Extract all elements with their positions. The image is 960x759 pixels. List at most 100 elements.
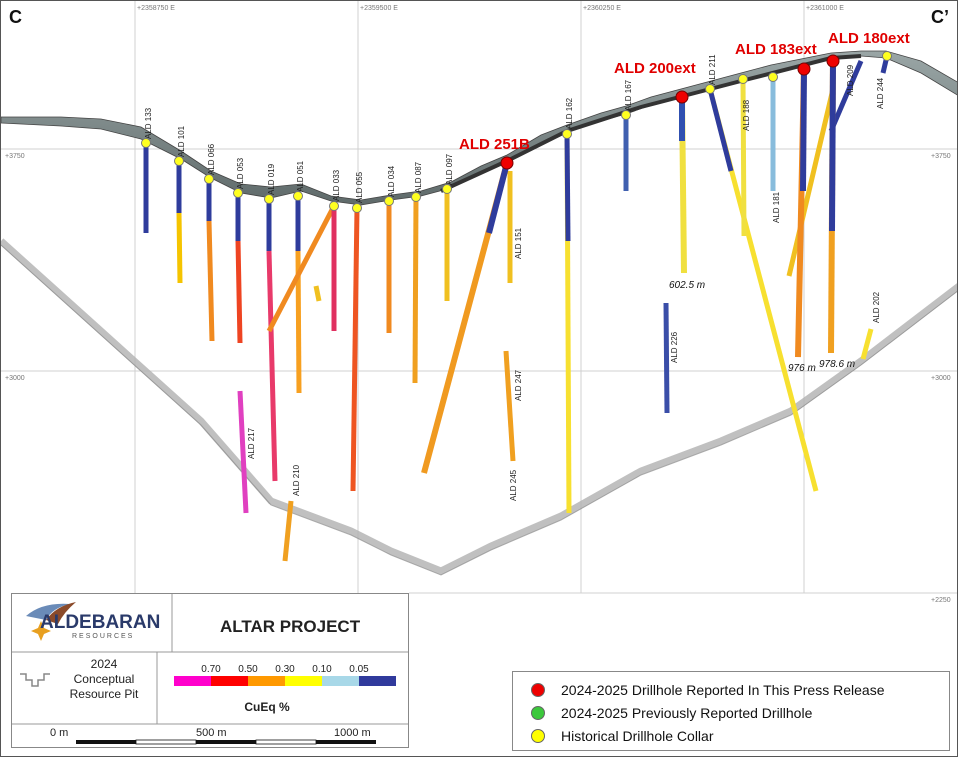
new-hole-label: ALD 200ext (614, 60, 696, 77)
pit-line2: Resource Pit (70, 687, 139, 701)
logo-wordmark: ALDEBARAN (40, 612, 160, 633)
trace (237, 390, 249, 514)
scale-title: CuEq % (244, 700, 290, 714)
depth-label: 978.6 m (819, 359, 855, 370)
new-hole-label: ALD 183ext (735, 41, 817, 58)
logo-subtitle: RESOURCES (72, 633, 134, 640)
scale-tick-label: 0.70 (201, 664, 221, 675)
hole-label: ALD 209 (846, 64, 855, 96)
easting-label: +2358750 E (137, 5, 175, 12)
hole-label: ALD 226 (670, 331, 679, 363)
section-end-label: C’ (931, 7, 949, 27)
historical-hole-labels: ALD 133 ALD 101 ALD 066 ALD 053 ALD 019 … (144, 54, 885, 501)
depth-label: 602.5 m (669, 280, 705, 291)
hole-label: ALD 034 (387, 165, 396, 197)
trace (860, 328, 874, 360)
scale-tick-label: 0.30 (275, 664, 295, 675)
scale-tick-label: 0.10 (312, 664, 332, 675)
hole-label: ALD 053 (236, 157, 245, 189)
trace (829, 60, 836, 232)
pit-symbol-icon (20, 673, 50, 687)
trace (503, 350, 516, 462)
drillhole-legend: 2024-2025 Drillhole Reported In This Pre… (512, 671, 950, 751)
elevation-label: +3000 (5, 375, 25, 382)
new-hole-label: ALD 251B (459, 136, 530, 153)
trace (412, 196, 419, 384)
scale-swatch (174, 676, 211, 686)
legend-label: 2024-2025 Previously Reported Drillhole (561, 704, 813, 721)
trace (663, 302, 670, 414)
scale-tick-label: 0.05 (349, 664, 369, 675)
new-hole-label: ALD 180ext (828, 30, 910, 47)
easting-label: +2361000 E (806, 5, 844, 12)
trace (235, 240, 243, 344)
trace (486, 162, 510, 234)
trace (266, 204, 337, 333)
scale-swatch (248, 676, 285, 686)
hole-label: ALD 051 (296, 160, 305, 192)
scale-swatch (359, 676, 396, 686)
trace (350, 207, 360, 492)
elevation-label: +3750 (5, 153, 25, 160)
hole-label: ALD 210 (292, 464, 301, 496)
legend-item: 2024-2025 Previously Reported Drillhole (523, 701, 939, 724)
trace (176, 212, 183, 284)
legend-label: Historical Drillhole Collar (561, 727, 714, 744)
scale-bar-label: 0 m (50, 727, 68, 739)
drillhole-traces (143, 55, 890, 562)
scale-bar-label: 1000 m (334, 727, 371, 739)
hole-label: ALD 055 (355, 171, 364, 203)
hole-label: ALD 188 (742, 99, 751, 131)
scale-swatch (211, 676, 248, 686)
hole-label: ALD 245 (509, 469, 518, 501)
hole-label: ALD 066 (207, 143, 216, 175)
grid (1, 1, 957, 594)
section-start-label: C (9, 7, 22, 27)
trace (206, 220, 215, 342)
yellow-dot-icon (531, 728, 545, 743)
elevation-label: +3750 (931, 153, 951, 160)
scale-swatch (285, 676, 322, 686)
pit-line1: Conceptual (74, 672, 135, 686)
cueq-color-scale: 0.70 0.50 0.30 0.10 0.05 (174, 664, 396, 686)
red-dot-icon (531, 682, 545, 697)
trace (564, 133, 571, 242)
hole-label: ALD 202 (872, 291, 881, 323)
terrain-surface (1, 50, 957, 206)
scale-bar-label: 500 m (196, 727, 227, 739)
trace (740, 78, 747, 237)
hole-label: ALD 087 (414, 161, 423, 193)
project-title: ALTAR PROJECT (220, 617, 361, 636)
aldebaran-logo: ALDEBARAN RESOURCES (26, 602, 160, 641)
resource-pit-outline (1, 238, 957, 575)
trace (800, 68, 807, 192)
panel-graphics: ALDEBARAN RESOURCES ALTAR PROJECT 2024 C… (12, 594, 408, 745)
green-dot-icon (531, 705, 545, 720)
hole-label: ALD 244 (876, 77, 885, 109)
trace (786, 88, 836, 277)
hole-label: ALD 019 (267, 163, 276, 195)
pit-year: 2024 (91, 657, 118, 671)
hole-label: ALD 181 (772, 191, 781, 223)
easting-label: +2360250 E (583, 5, 621, 12)
trace (313, 285, 322, 302)
depth-label: 976 m (788, 363, 816, 374)
elevation-label: +2250 (931, 597, 951, 604)
elevation-label: +3000 (931, 375, 951, 382)
hole-label: ALD 151 (514, 227, 523, 259)
hole-label: ALD 217 (247, 427, 256, 459)
legend-item: 2024-2025 Drillhole Reported In This Pre… (523, 678, 939, 701)
trace (266, 250, 278, 482)
trace (282, 500, 294, 562)
hole-label: ALD 133 (144, 107, 153, 139)
legend-item: Historical Drillhole Collar (523, 724, 939, 747)
scale-tick-label: 0.50 (238, 664, 258, 675)
hole-label: ALD 162 (565, 97, 574, 129)
hole-label: ALD 247 (514, 369, 523, 401)
hole-label: ALD 097 (445, 153, 454, 185)
historical-collars (141, 51, 892, 213)
trace (707, 88, 734, 172)
scale-swatch (322, 676, 359, 686)
